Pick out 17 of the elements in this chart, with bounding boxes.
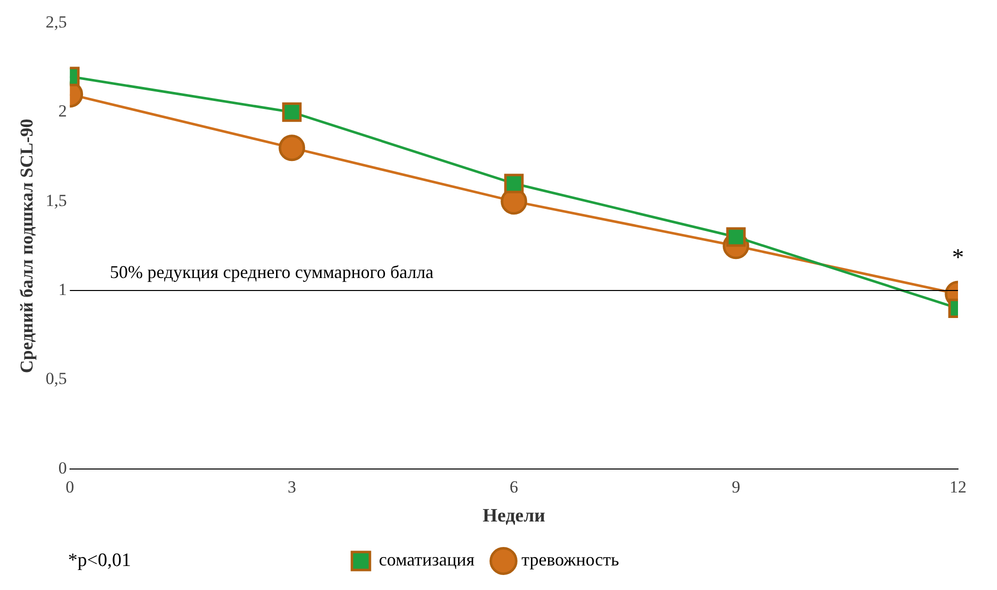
y-tick-label: 0 [58,458,67,478]
annotation: * [952,244,964,271]
y-tick-label: 1 [58,280,67,299]
ref-line-label: 50% редукция среднего суммарного балла [110,262,434,282]
legend-label: тревожность [522,550,620,570]
legend-label: соматизация [378,550,475,570]
x-axis-title: Недели [482,506,546,527]
y-tick-label: 2 [58,102,67,121]
y-tick-label: 2,5 [46,12,67,32]
x-tick-label: 3 [288,477,296,496]
x-tick-label: 12 [950,477,966,496]
y-axis-title: Средний балл подшкал SCL-90 [16,118,36,374]
x-tick-label: 6 [510,477,518,496]
text: *p<0,01 [68,550,131,572]
y-tick-label: 1,5 [46,190,67,210]
y-tick-label: 0,5 [46,369,67,388]
x-tick-label: 9 [732,477,740,496]
